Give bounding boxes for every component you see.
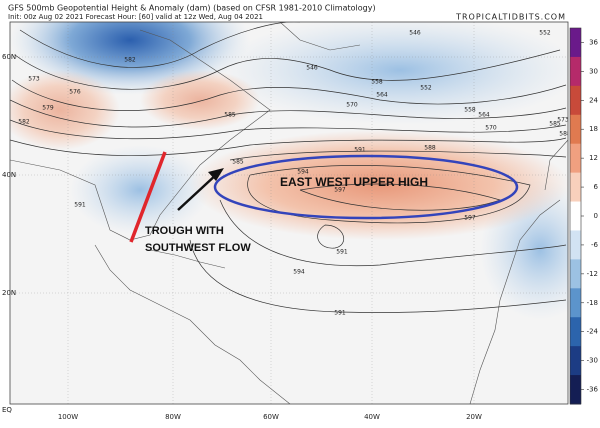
colorbar-tick-label: -12	[587, 270, 598, 278]
positive-anomaly	[140, 70, 260, 130]
contour-label: 558	[464, 107, 476, 114]
colorbar-segment	[570, 143, 581, 174]
contour-label: 585	[232, 159, 244, 166]
contour-label: 594	[293, 269, 305, 276]
colorbar-segment	[570, 114, 581, 145]
colorbar-tick-label: -18	[587, 299, 598, 307]
contour-label: 579	[42, 105, 54, 112]
longitude-label: 100W	[58, 413, 78, 421]
contour-label: 546	[306, 65, 318, 72]
colorbar-segment	[570, 201, 581, 231]
subtitle: Init: 00z Aug 02 2021 Forecast Hour: [60…	[8, 13, 263, 21]
colorbar-segment	[570, 259, 581, 289]
trough-annotation: TROUGH WITH	[145, 225, 224, 237]
latitude-labels: 60N 40N 20N EQ	[2, 53, 16, 414]
latitude-label: 40N	[2, 171, 16, 179]
contour-label: 582	[18, 119, 30, 126]
contour-labels: 5465465525525585585645645705705735735765…	[18, 30, 571, 317]
latitude-label: EQ	[2, 406, 12, 414]
colorbar-tick-label: -30	[587, 357, 598, 365]
colorbar-segment	[570, 375, 581, 405]
longitude-label: 60W	[263, 413, 279, 421]
colorbar-segment	[570, 317, 581, 347]
longitude-label: 40W	[364, 413, 380, 421]
contour-label: 597	[334, 187, 346, 194]
flow-arrow	[177, 172, 219, 211]
contour-label: 564	[478, 112, 490, 119]
colorbar-tick-label: 12	[589, 154, 598, 162]
credit: TROPICALTIDBITS.COM	[455, 13, 566, 22]
contour-label: 585	[224, 112, 236, 119]
contour-label: 588	[424, 145, 436, 152]
graticule	[10, 22, 568, 404]
colorbar-segment	[570, 172, 581, 203]
colorbar: 36 30 24 18 12 6 0 -6 -12 -18 -24 -30 -36	[569, 27, 599, 405]
contour-label: 573	[28, 76, 40, 83]
map-area: 5465465525525585585645645705705735735765…	[10, 22, 571, 404]
contour-label: 552	[420, 85, 432, 92]
trough-line	[129, 151, 167, 243]
map-frame	[9, 21, 569, 405]
contour-label: 564	[376, 92, 388, 99]
latitude-label: 20N	[2, 289, 16, 297]
negative-anomaly	[220, 22, 568, 125]
colorbar-segment	[570, 85, 581, 116]
contour-label: 591	[354, 147, 366, 154]
contour-label: 573	[557, 117, 569, 124]
longitude-labels: 100W 80W 60W 40W 20W	[58, 413, 482, 421]
colorbar-segment	[570, 28, 581, 58]
colorbar-segment	[570, 346, 581, 376]
contour-label: 552	[539, 30, 551, 37]
colorbar-segment	[570, 230, 581, 260]
high-annotation: EAST WEST UPPER HIGH	[280, 175, 428, 189]
contour-label: 576	[69, 89, 81, 96]
contour-label: 558	[371, 79, 383, 86]
contour-label: 597	[464, 215, 476, 222]
colorbar-segment	[570, 288, 581, 318]
latitude-label: 60N	[2, 53, 16, 61]
contour-label: 591	[74, 202, 86, 209]
colorbar-tick-label: 24	[589, 96, 598, 104]
colorbar-tick-label: -36	[587, 386, 599, 394]
coastlines	[10, 22, 568, 404]
contour-label: 570	[346, 102, 358, 109]
contour-label: 582	[124, 57, 136, 64]
title: GFS 500mb Geopotential Height & Anomaly …	[8, 4, 376, 13]
negative-anomaly	[70, 145, 210, 235]
colorbar-frame	[569, 27, 582, 405]
colorbar-tick-label: -24	[587, 328, 599, 336]
contour-label: 570	[485, 125, 497, 132]
colorbar-tick-label: 18	[589, 125, 598, 133]
positive-anomaly	[10, 70, 120, 150]
high-annotation-ellipse	[213, 154, 519, 220]
trough-annotation: SOUTHWEST FLOW	[145, 242, 251, 254]
flow-arrow-head	[208, 168, 224, 181]
contour-label: 591	[334, 310, 346, 317]
colorbar-segment	[570, 56, 581, 87]
colorbar-tick-label: 36	[589, 38, 598, 46]
contour-label: 585	[549, 121, 561, 128]
contour-label: 594	[297, 169, 309, 176]
longitude-label: 20W	[466, 413, 482, 421]
contour-label: 588	[559, 131, 571, 138]
contour-label: 591	[336, 249, 348, 256]
contour-label: 546	[409, 30, 421, 37]
colorbar-tick-label: 0	[594, 212, 598, 220]
colorbar-tick-label: 30	[589, 67, 598, 75]
colorbar-tick-label: 6	[594, 183, 599, 191]
height-contours	[10, 22, 567, 313]
colorbar-tick-label: -6	[591, 241, 599, 249]
longitude-label: 80W	[165, 413, 181, 421]
